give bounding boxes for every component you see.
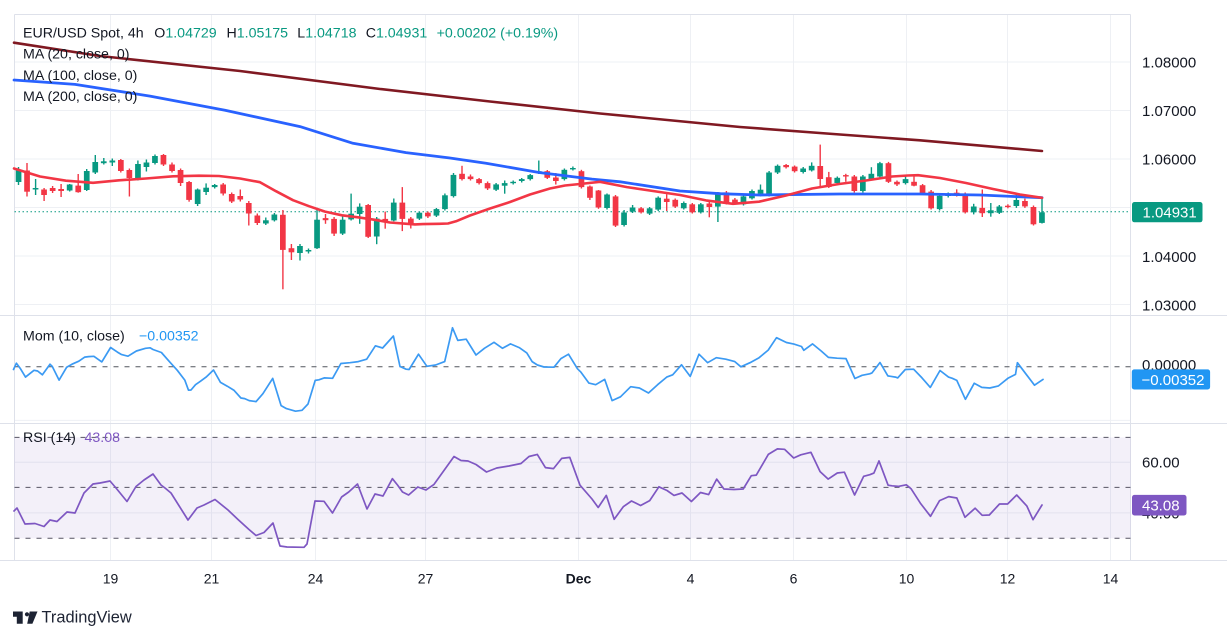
svg-text:−0.00352: −0.00352 [1142, 372, 1205, 389]
svg-text:14: 14 [1103, 570, 1119, 586]
svg-text:1.04000: 1.04000 [1142, 249, 1196, 266]
svg-text:21: 21 [204, 570, 220, 586]
svg-text:Mom (10, close)−0.00352: Mom (10, close) −0.00352 [23, 329, 199, 345]
svg-text:MA (100, close, 0): MA (100, close, 0) [23, 68, 137, 84]
svg-text:24: 24 [308, 570, 324, 586]
svg-text:1.04931: 1.04931 [1143, 205, 1197, 222]
svg-text:1.08000: 1.08000 [1142, 54, 1196, 71]
svg-text:19: 19 [103, 570, 119, 586]
svg-text:MA (20, close, 0): MA (20, close, 0) [23, 47, 129, 63]
svg-text:MA (200, close, 0): MA (200, close, 0) [23, 89, 137, 105]
svg-text:Dec: Dec [566, 570, 592, 586]
svg-text:4: 4 [687, 570, 695, 586]
svg-text:43.08: 43.08 [1142, 498, 1180, 515]
svg-text:6: 6 [790, 570, 798, 586]
svg-text:1.07000: 1.07000 [1142, 103, 1196, 120]
svg-text:RSI (14)43.08: RSI (14) 43.08 [23, 430, 120, 446]
svg-text:1.06000: 1.06000 [1142, 151, 1196, 168]
svg-text:TradingView: TradingView [42, 609, 132, 627]
svg-text:10: 10 [899, 570, 915, 586]
svg-text:27: 27 [418, 570, 434, 586]
svg-text:1.03000: 1.03000 [1142, 297, 1196, 314]
svg-text:12: 12 [1000, 570, 1016, 586]
svg-text:60.00: 60.00 [1142, 455, 1180, 472]
